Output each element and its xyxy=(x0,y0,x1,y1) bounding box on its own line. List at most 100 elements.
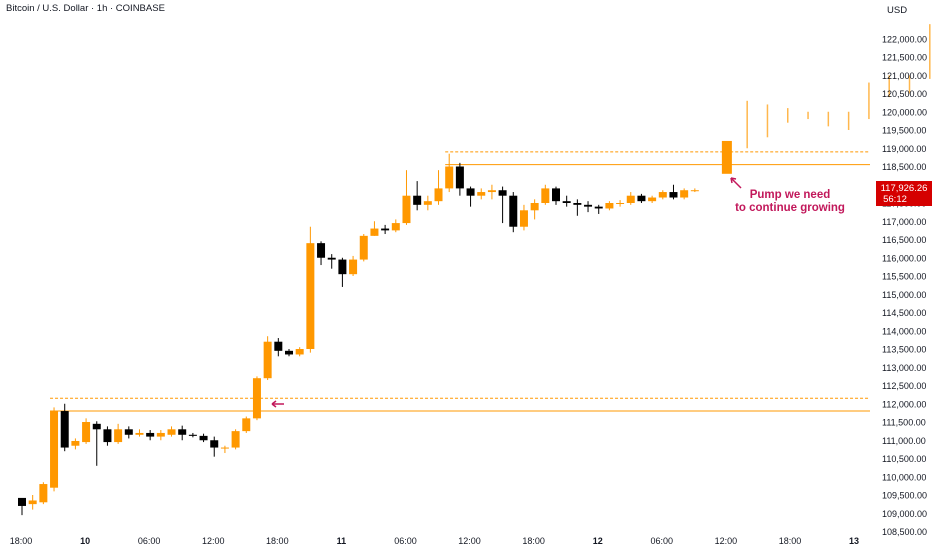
annotations: Pump we need to continue growing xyxy=(271,177,845,408)
candle-body xyxy=(167,429,176,435)
candle xyxy=(274,338,283,357)
candle-body xyxy=(50,411,59,488)
candle-body xyxy=(92,423,101,430)
candle-body xyxy=(562,201,571,203)
y-tick-label: 109,500.00 xyxy=(882,491,927,501)
x-tick-label: 12:00 xyxy=(458,536,481,546)
candle xyxy=(156,430,165,441)
candle xyxy=(648,195,657,203)
currency-label[interactable]: USD xyxy=(887,5,908,16)
candle-body xyxy=(509,195,518,227)
candle-body xyxy=(680,190,689,198)
candle xyxy=(445,153,454,193)
y-tick-label: 121,000.00 xyxy=(882,71,927,81)
x-tick-label: 18:00 xyxy=(10,536,33,546)
candle-body xyxy=(594,206,603,209)
y-tick-label: 112,000.00 xyxy=(882,399,926,409)
candle-body xyxy=(445,166,454,189)
y-tick-label: 118,500.00 xyxy=(882,162,926,172)
candle-body xyxy=(648,197,657,202)
candle xyxy=(509,192,518,233)
y-tick-label: 108,500.00 xyxy=(882,527,927,537)
candle xyxy=(434,170,443,205)
annotation-arrowhead-right xyxy=(730,177,737,184)
candle-body xyxy=(306,243,315,349)
candle xyxy=(519,204,528,231)
candle-body xyxy=(413,195,422,205)
candle-body xyxy=(616,203,625,204)
y-tick-label: 113,500.00 xyxy=(882,345,926,355)
candle xyxy=(573,199,582,216)
countdown-value: 56:12 xyxy=(883,194,907,205)
candle-body xyxy=(60,411,69,448)
y-tick-label: 112,500.00 xyxy=(882,381,926,391)
candle-body xyxy=(434,188,443,202)
y-tick-label: 120,000.00 xyxy=(882,107,927,117)
y-tick-label: 119,500.00 xyxy=(882,126,926,136)
candle-body xyxy=(455,166,464,189)
candle xyxy=(658,190,667,200)
chart-title: Bitcoin / U.S. Dollar · 1h · COINBASE xyxy=(6,3,165,14)
candle-body xyxy=(285,350,293,355)
x-tick-label: 13 xyxy=(849,536,859,546)
candle xyxy=(616,200,625,207)
last-price-badge xyxy=(876,181,932,206)
candle-body xyxy=(637,195,646,202)
candle xyxy=(594,204,603,214)
price-axis[interactable]: 108,500.00 109,000.00 109,500.00 110,000.00… xyxy=(882,34,927,537)
candle-body xyxy=(156,432,165,437)
candle-body xyxy=(210,440,219,448)
candle-body xyxy=(423,201,432,205)
x-tick-label: 06:00 xyxy=(651,536,674,546)
y-tick-label: 115,000.00 xyxy=(882,290,926,300)
y-tick-label: 114,000.00 xyxy=(882,326,926,336)
candle xyxy=(637,193,646,203)
candle xyxy=(60,403,69,452)
candle xyxy=(242,416,251,433)
x-tick-label: 12 xyxy=(593,536,603,546)
candle xyxy=(669,184,678,200)
candle-body xyxy=(338,259,347,275)
candle-body xyxy=(28,500,37,505)
x-tick-label: 18:00 xyxy=(779,536,802,546)
candle-body xyxy=(626,195,635,203)
candle xyxy=(285,349,293,357)
time-axis[interactable]: 18:00 10 06:00 12:00 18:00 11 06:00 12:00 18:00 1… xyxy=(10,536,859,546)
y-tick-label: 110,000.00 xyxy=(882,472,926,482)
y-tick-label: 115,500.00 xyxy=(882,272,926,282)
candle xyxy=(391,219,400,233)
candle-body xyxy=(82,422,91,443)
annotation-line-2: to continue growing xyxy=(735,202,845,214)
candle xyxy=(584,201,593,213)
candle xyxy=(455,162,464,196)
candle xyxy=(317,241,326,266)
candle xyxy=(252,376,261,421)
candle-body xyxy=(71,440,80,446)
candle-body xyxy=(381,228,390,231)
projection-candle xyxy=(721,140,732,174)
y-tick-label: 114,500.00 xyxy=(882,308,926,318)
candle xyxy=(135,429,144,437)
y-tick-label: 109,000.00 xyxy=(882,509,927,519)
candle-body xyxy=(274,341,283,351)
y-tick-label: 116,500.00 xyxy=(882,235,926,245)
x-tick-label: 18:00 xyxy=(522,536,545,546)
candle-body xyxy=(178,429,187,435)
candle xyxy=(71,438,80,450)
candle-body xyxy=(18,497,26,506)
candle-body xyxy=(541,188,550,203)
y-tick-label: 111,000.00 xyxy=(882,436,926,446)
candle xyxy=(327,254,336,269)
candle-body xyxy=(573,203,582,205)
y-tick-label: 113,000.00 xyxy=(882,363,926,373)
candle-body xyxy=(466,188,475,196)
candle-body xyxy=(188,434,197,436)
annotation-line-1: Pump we need xyxy=(750,189,831,201)
candles xyxy=(18,153,699,516)
candle xyxy=(498,186,507,224)
x-tick-label: 06:00 xyxy=(138,536,161,546)
y-tick-label: 116,000.00 xyxy=(882,253,926,263)
candle-body xyxy=(135,432,144,435)
candle xyxy=(114,423,123,444)
